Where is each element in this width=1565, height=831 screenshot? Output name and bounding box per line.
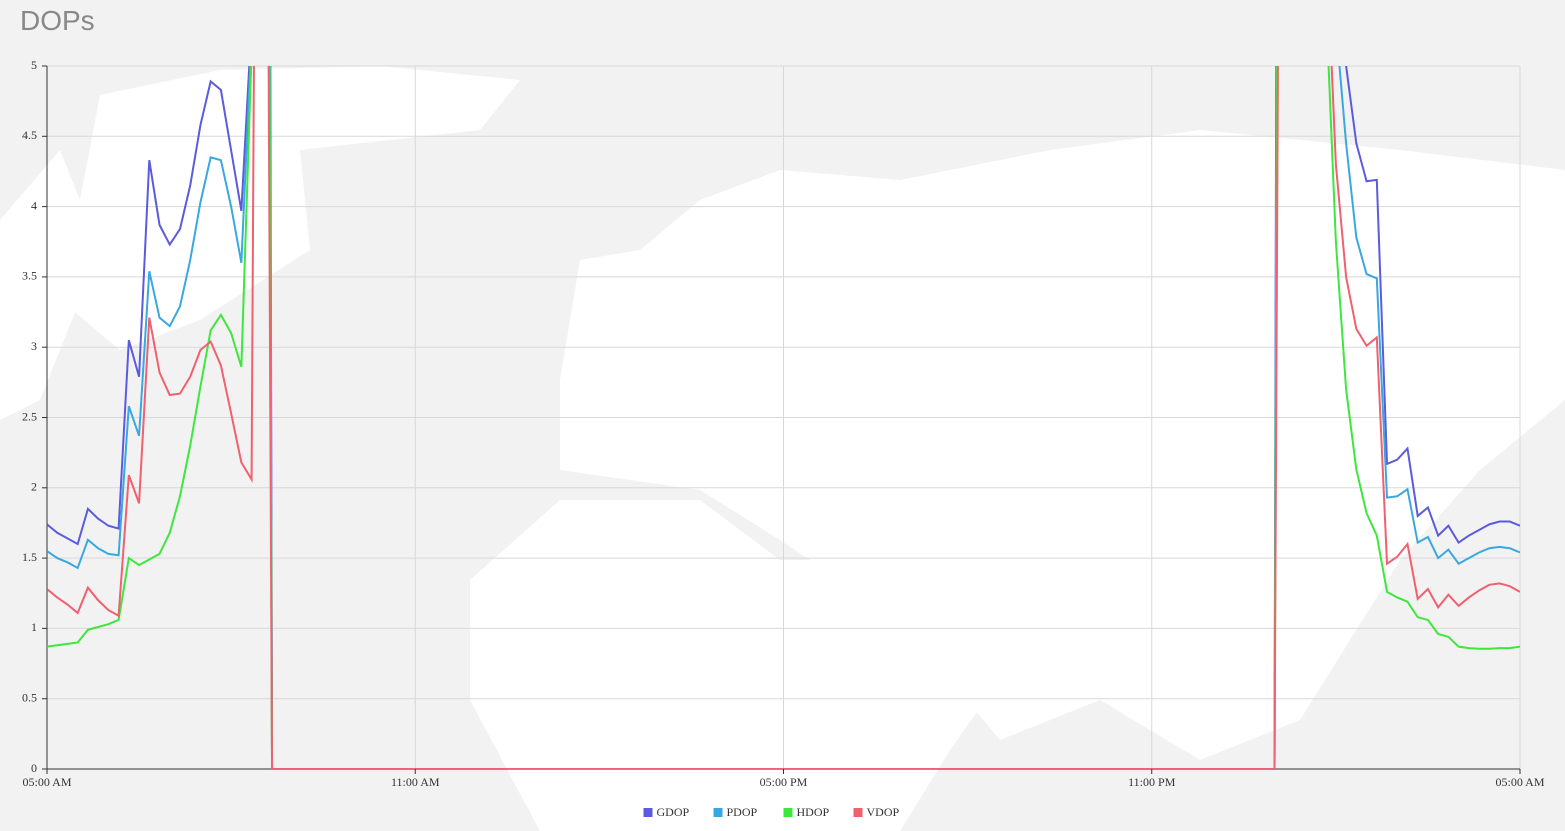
data-line (47, 66, 1520, 769)
legend-label: VDOP (867, 805, 900, 819)
chart-title: DOPs (20, 5, 95, 36)
legend-label: HDOP (797, 805, 830, 819)
map-land (0, 66, 1565, 831)
y-tick-label: 4.5 (22, 128, 37, 142)
y-tick-label: 2 (31, 480, 37, 494)
y-tick-label: 5 (31, 58, 37, 72)
y-tick-label: 0.5 (22, 690, 37, 704)
legend-swatch (783, 808, 793, 817)
x-tick-label: 11:00 PM (1128, 775, 1176, 789)
legend-swatch (643, 808, 653, 817)
data-line (47, 66, 1520, 769)
y-tick-label: 2.5 (22, 409, 37, 423)
y-tick-label: 0 (31, 761, 37, 775)
legend-swatch (713, 808, 723, 817)
data-line (47, 66, 1520, 769)
x-tick-label: 05:00 AM (1495, 775, 1544, 789)
legend-label: GDOP (657, 805, 690, 819)
y-tick-label: 1.5 (22, 550, 37, 564)
y-tick-label: 4 (31, 198, 37, 212)
x-tick-label: 05:00 PM (760, 775, 808, 789)
data-line (47, 66, 1520, 769)
x-tick-label: 11:00 AM (391, 775, 440, 789)
legend-swatch (853, 808, 863, 817)
y-tick-label: 1 (31, 620, 37, 634)
x-tick-label: 05:00 AM (22, 775, 71, 789)
y-tick-label: 3.5 (22, 269, 37, 283)
y-tick-label: 3 (31, 339, 37, 353)
legend-label: PDOP (727, 805, 758, 819)
